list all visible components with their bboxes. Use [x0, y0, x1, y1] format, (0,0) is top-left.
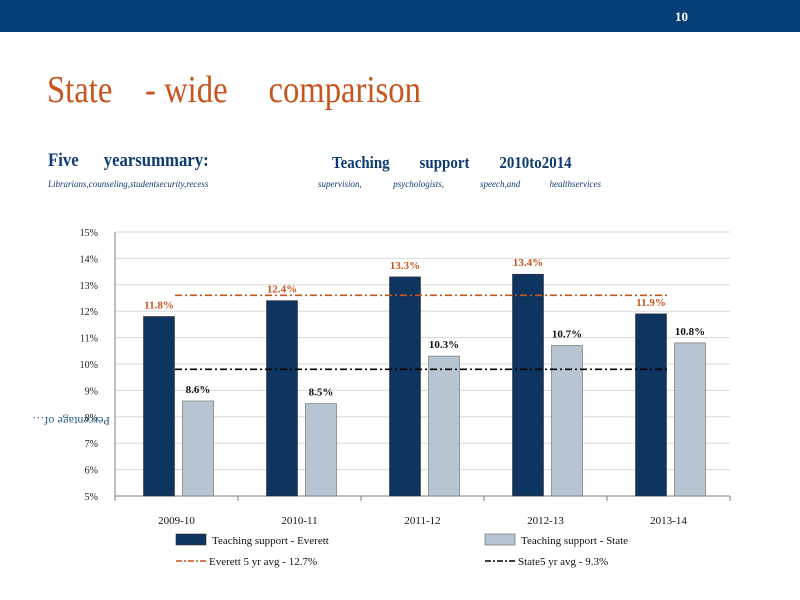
y-tick-label: 11%	[80, 334, 98, 345]
y-tick-label: 12%	[80, 307, 98, 318]
x-tick-label: 2010-11	[281, 515, 317, 527]
bar-state	[428, 355, 460, 497]
bar-everett	[143, 316, 175, 497]
header-bar: 10	[0, 0, 800, 32]
bar-everett	[266, 300, 298, 497]
bar-everett	[512, 273, 544, 497]
category-note-left: Librarians,counseling,studentsecurity,re…	[48, 179, 209, 189]
data-label-state: 8.5%	[309, 387, 334, 399]
data-label-state: 8.6%	[186, 384, 211, 396]
subtitle-left: Five yearsummary:	[48, 150, 209, 171]
bar-state	[674, 342, 706, 497]
y-tick-label: 9%	[85, 386, 98, 397]
bar-state	[182, 400, 214, 497]
legend-label-state-avg: State5 yr avg - 9.3%	[518, 556, 608, 568]
bar-state	[551, 345, 583, 497]
data-label-everett: 11.9%	[636, 297, 666, 309]
y-tick-label: 6%	[85, 466, 98, 477]
y-tick-label: 7%	[85, 439, 98, 450]
y-tick-label: 14%	[80, 254, 98, 265]
data-label-state: 10.7%	[552, 329, 582, 341]
legend-swatch-everett	[175, 533, 207, 546]
y-tick-label: 8%	[85, 413, 98, 424]
x-tick-label: 2009-10	[158, 515, 195, 527]
bar-everett	[389, 276, 421, 497]
y-axis-label: Percentage of…	[32, 414, 110, 428]
page-number: 10	[675, 9, 688, 24]
data-label-everett: 13.4%	[513, 257, 543, 269]
slide-title: State - wide comparison	[47, 69, 421, 111]
bar-everett	[635, 313, 667, 497]
data-label-state: 10.3%	[429, 339, 459, 351]
category-note-right: supervision, psychologists, speech,and h…	[318, 179, 601, 189]
data-label-state: 10.8%	[675, 326, 705, 338]
data-label-everett: 13.3%	[390, 260, 420, 272]
bar-state	[305, 403, 337, 497]
y-tick-label: 13%	[80, 281, 98, 292]
data-label-everett: 11.8%	[144, 299, 174, 311]
y-tick-label: 15%	[80, 228, 98, 239]
y-tick-label: 5%	[85, 492, 98, 503]
data-label-everett: 12.4%	[267, 284, 297, 296]
subtitle-right: Teaching support 2010to2014	[332, 153, 572, 172]
legend-label-everett-avg: Everett 5 yr avg - 12.7%	[209, 556, 317, 568]
legend-label-state: Teaching support - State	[521, 535, 628, 547]
x-tick-label: 2012-13	[527, 515, 564, 527]
y-tick-label: 10%	[80, 360, 98, 371]
x-tick-label: 2013-14	[650, 515, 687, 527]
legend-swatch-state	[484, 533, 516, 546]
legend-label-everett: Teaching support - Everett	[212, 535, 329, 547]
x-tick-label: 2011-12	[404, 515, 440, 527]
